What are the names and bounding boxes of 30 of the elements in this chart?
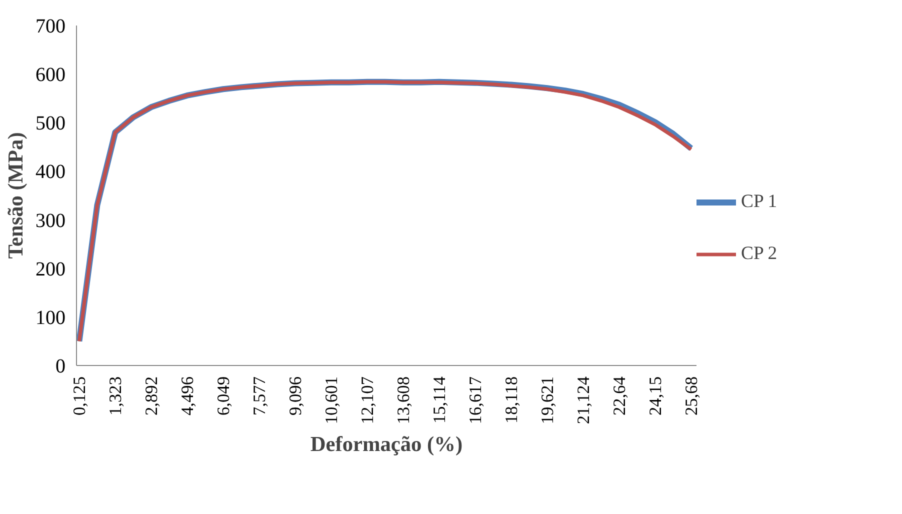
x-tick-label: 18,118	[502, 376, 522, 424]
x-tick-label: 12,107	[358, 376, 378, 424]
x-tick-label: 9,096	[286, 376, 306, 416]
x-tick-label: 25,68	[682, 376, 702, 416]
x-tick-label: 0,125	[70, 376, 90, 416]
x-tick-label: 21,124	[574, 376, 594, 424]
x-tick-label: 2,892	[142, 376, 162, 416]
y-tick-label: 600	[36, 64, 66, 86]
x-tick-label: 15,114	[430, 376, 450, 424]
y-axis-title: Tensão (MPa)	[4, 132, 28, 259]
x-tick-label: 7,577	[250, 376, 270, 416]
x-axis-title: Deformação (%)	[310, 432, 463, 456]
x-tick-label: 24,15	[646, 376, 666, 416]
legend-label: CP 1	[741, 191, 778, 213]
y-tick-label: 700	[36, 16, 66, 38]
y-tick-label: 300	[36, 210, 66, 232]
x-tick-label: 10,601	[322, 376, 342, 424]
legend-label: CP 2	[741, 243, 778, 265]
x-tick-label: 19,621	[538, 376, 558, 424]
y-tick-label: 500	[36, 112, 66, 135]
x-tick-label: 16,617	[466, 376, 486, 424]
x-tick-label: 4,496	[178, 376, 198, 416]
x-tick-label: 6,049	[214, 376, 234, 416]
y-tick-label: 400	[36, 161, 66, 184]
x-tick-label: 1,323	[106, 376, 126, 416]
y-tick-label: 200	[36, 258, 66, 280]
y-tick-label: 100	[36, 306, 66, 329]
x-tick-label: 13,608	[394, 376, 414, 424]
y-tick-label: 0	[56, 356, 66, 378]
x-tick-label: 22,64	[610, 376, 630, 416]
